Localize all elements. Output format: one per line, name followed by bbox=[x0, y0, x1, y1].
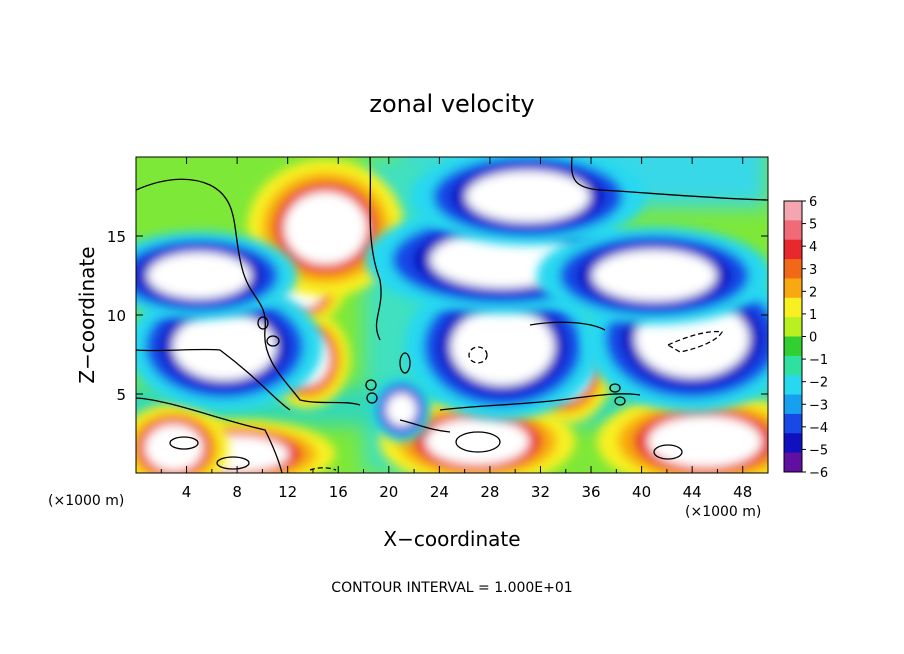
contour-line bbox=[399, 352, 411, 374]
colorbar-swatch bbox=[784, 355, 802, 376]
contour-line bbox=[266, 335, 280, 347]
colorbar-label: 5 bbox=[809, 218, 817, 233]
colorbar-swatch bbox=[784, 317, 802, 337]
colorbar-label: 0 bbox=[809, 331, 817, 346]
contour-line bbox=[309, 467, 337, 471]
x-tick-label: 40 bbox=[632, 483, 651, 501]
colorbar-swatch bbox=[784, 297, 802, 318]
region-core bbox=[450, 307, 555, 386]
colorbar-label: −5 bbox=[809, 443, 828, 458]
negative-velocity-region bbox=[410, 157, 646, 246]
region-core bbox=[284, 191, 368, 265]
x-tick-label: 44 bbox=[683, 483, 702, 501]
y-tick-label: 10 bbox=[107, 307, 126, 325]
colorbar-label: 4 bbox=[809, 240, 817, 255]
chart-title: zonal velocity bbox=[369, 90, 534, 118]
colorbar-label: 6 bbox=[809, 195, 817, 210]
contour-line bbox=[366, 392, 378, 404]
positive-velocity-region bbox=[136, 403, 229, 473]
contour-line bbox=[169, 436, 199, 450]
y-tick-label: 15 bbox=[107, 228, 126, 246]
y-tick-label: 5 bbox=[116, 386, 126, 404]
x-tick-label: 20 bbox=[379, 483, 398, 501]
y-axis-label: Z−coordinate bbox=[75, 246, 99, 383]
x-tick-label: 32 bbox=[531, 483, 550, 501]
contour-interval-note: CONTOUR INTERVAL = 1.000E+01 bbox=[331, 580, 572, 596]
colorbar-swatch bbox=[784, 239, 802, 260]
colorbar: 6 5 4 3 2 1 0 −1 −2 −3 −4 −5 −6 bbox=[783, 195, 828, 481]
region-core bbox=[385, 392, 417, 427]
contour-line bbox=[369, 157, 382, 341]
x-axis: 4 8 12 16 20 24 28 32 36 40 44 48 bbox=[160, 157, 769, 501]
contour-line bbox=[136, 348, 291, 411]
colorbar-label: −3 bbox=[809, 398, 828, 413]
region-core bbox=[425, 418, 530, 465]
contour-line bbox=[570, 157, 768, 201]
x-axis-label: X−coordinate bbox=[383, 527, 520, 551]
colorbar-swatch bbox=[784, 201, 802, 221]
region-core bbox=[172, 312, 277, 381]
x-unit-left: (×1000 m) bbox=[48, 493, 124, 509]
colorbar-swatch bbox=[784, 452, 802, 473]
colorbar-swatch bbox=[784, 220, 802, 241]
colorbar-label: 2 bbox=[809, 285, 817, 300]
contour-line bbox=[653, 444, 683, 460]
region-core bbox=[465, 170, 591, 223]
negative-velocity-region bbox=[372, 377, 431, 442]
contour-line bbox=[257, 316, 269, 330]
contour-line bbox=[365, 379, 377, 391]
negative-velocity-region bbox=[136, 231, 298, 320]
velocity-field bbox=[136, 157, 768, 473]
colorbar-label: −4 bbox=[809, 421, 828, 436]
contour-line bbox=[136, 178, 361, 406]
y-axis: 5 10 15 bbox=[107, 228, 768, 404]
x-tick-label: 48 bbox=[733, 483, 752, 501]
region-core bbox=[147, 252, 252, 299]
region-core bbox=[647, 415, 762, 468]
x-tick-label: 36 bbox=[581, 483, 600, 501]
field-layers bbox=[136, 157, 768, 473]
colorbar-swatch bbox=[784, 413, 802, 434]
colorbar-swatch bbox=[784, 433, 802, 454]
contour-lines bbox=[136, 157, 768, 473]
contour-line bbox=[614, 396, 626, 406]
colorbar-swatch bbox=[784, 375, 802, 396]
colorbar-swatch bbox=[784, 394, 802, 415]
colorbar-label: −2 bbox=[809, 376, 828, 391]
contour-line bbox=[529, 321, 606, 331]
x-unit-right: (×1000 m) bbox=[685, 504, 761, 520]
colorbar-label: −6 bbox=[809, 466, 828, 481]
contour-line bbox=[439, 393, 641, 411]
contour-line bbox=[399, 419, 451, 433]
x-tick-label: 12 bbox=[278, 483, 297, 501]
x-tick-label: 4 bbox=[182, 483, 192, 501]
x-tick-label: 16 bbox=[329, 483, 348, 501]
colorbar-label: 1 bbox=[809, 308, 817, 323]
x-tick-label: 24 bbox=[430, 483, 449, 501]
x-tick-label: 28 bbox=[480, 483, 499, 501]
contour-line bbox=[455, 431, 501, 453]
x-tick-label: 8 bbox=[232, 483, 242, 501]
colorbar-swatch bbox=[784, 278, 802, 299]
contour-line bbox=[468, 346, 488, 364]
contour-line bbox=[136, 397, 283, 473]
contour-line bbox=[666, 330, 723, 353]
contour-line bbox=[216, 456, 250, 470]
colorbar-swatch bbox=[784, 336, 802, 357]
colorbar-label: −1 bbox=[809, 353, 828, 368]
negative-velocity-region bbox=[136, 282, 323, 411]
colorbar-label: 3 bbox=[809, 263, 817, 278]
contour-line bbox=[609, 383, 621, 393]
region-core bbox=[592, 249, 717, 302]
colorbar-swatch bbox=[784, 259, 802, 279]
negative-velocity-region bbox=[536, 226, 768, 325]
